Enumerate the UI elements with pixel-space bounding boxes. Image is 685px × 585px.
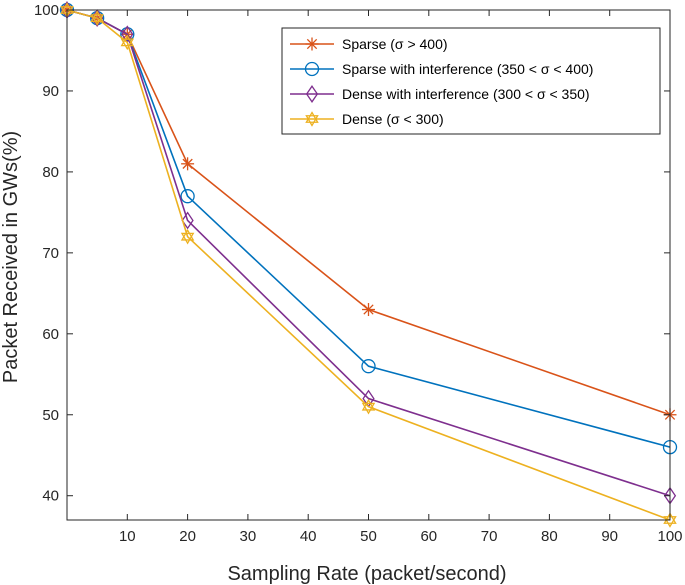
x-tick-label: 60 <box>420 528 437 545</box>
x-tick-label: 30 <box>240 528 257 545</box>
series-marker-circle <box>361 359 376 374</box>
y-tick-label: 100 <box>34 2 59 19</box>
axis-ticks: 10 20 30 40 50 60 70 80 90 100 40 50 60 70 80 90 100 <box>34 2 683 545</box>
series-marker-asterisk <box>305 37 319 51</box>
x-axis-label: Sampling Rate (packet/second) <box>227 563 506 585</box>
legend-item: Dense with interference (300 < σ < 350) <box>290 85 590 103</box>
legend-box <box>281 27 661 135</box>
y-axis-label: Packet Received in GWs(%) <box>0 131 22 383</box>
series-marker-hexagram <box>120 34 135 51</box>
series-marker-diamond <box>181 211 194 230</box>
series-marker-hexagram <box>90 10 104 26</box>
legend-label: Sparse (σ > 400) <box>342 36 448 52</box>
legend-item: Dense (σ < 300) <box>290 111 444 127</box>
series-marker-hexagram <box>305 111 319 127</box>
series-marker-circle <box>180 189 195 204</box>
y-tick-label: 70 <box>42 245 59 262</box>
series-marker-hexagram <box>180 228 195 245</box>
series-hexagram <box>60 2 677 528</box>
x-tick-label: 70 <box>481 528 498 545</box>
y-tick-label: 60 <box>42 326 59 343</box>
legend-label: Dense (σ < 300) <box>342 111 444 127</box>
x-tick-label: 100 <box>657 528 682 545</box>
x-tick-label: 90 <box>601 528 618 545</box>
y-tick-label: 50 <box>42 407 59 424</box>
x-tick-label: 50 <box>360 528 377 545</box>
legend-item: Sparse (σ > 400) <box>290 36 448 52</box>
series-marker-asterisk <box>362 303 375 317</box>
series-marker-hexagram <box>361 398 376 415</box>
x-tick-label: 20 <box>179 528 196 545</box>
x-tick-label: 40 <box>300 528 317 545</box>
x-tick-label: 10 <box>119 528 136 545</box>
y-tick-label: 40 <box>42 488 59 505</box>
legend-label: Dense with interference (300 < σ < 350) <box>342 86 590 102</box>
legend-item: Sparse with interference (350 < σ < 400) <box>290 61 593 77</box>
y-tick-label: 90 <box>42 83 59 100</box>
series-marker-asterisk <box>181 157 195 171</box>
series-marker-circle <box>120 27 135 42</box>
series-marker-diamond <box>305 85 319 103</box>
plot-border <box>66 9 671 521</box>
series-marker-circle <box>304 61 320 77</box>
legend: Sparse (σ > 400) Sparse with interference… <box>281 27 661 135</box>
legend-label: Sparse with interference (350 < σ < 400) <box>342 61 593 77</box>
y-tick-label: 80 <box>42 164 59 181</box>
x-tick-label: 80 <box>541 528 558 545</box>
